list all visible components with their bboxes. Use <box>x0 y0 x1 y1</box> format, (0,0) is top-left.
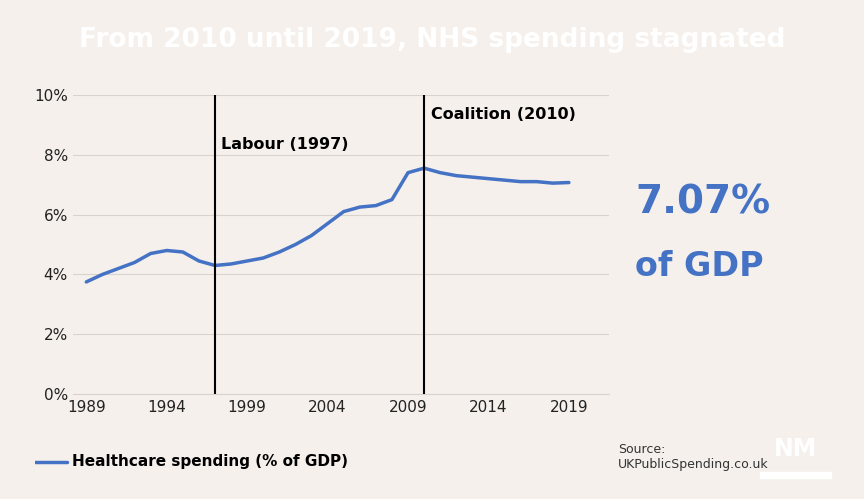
Text: NM: NM <box>774 437 817 461</box>
Text: Healthcare spending (% of GDP): Healthcare spending (% of GDP) <box>73 454 348 469</box>
Text: Source:
UKPublicSpending.co.uk: Source: UKPublicSpending.co.uk <box>618 443 768 471</box>
Text: Labour (1997): Labour (1997) <box>221 137 349 152</box>
Text: Coalition (2010): Coalition (2010) <box>430 107 575 122</box>
Text: 7.07%: 7.07% <box>635 183 770 221</box>
Bar <box>760 472 831 478</box>
Text: of GDP: of GDP <box>635 250 764 283</box>
Text: From 2010 until 2019, NHS spending stagnated: From 2010 until 2019, NHS spending stagn… <box>79 27 785 53</box>
